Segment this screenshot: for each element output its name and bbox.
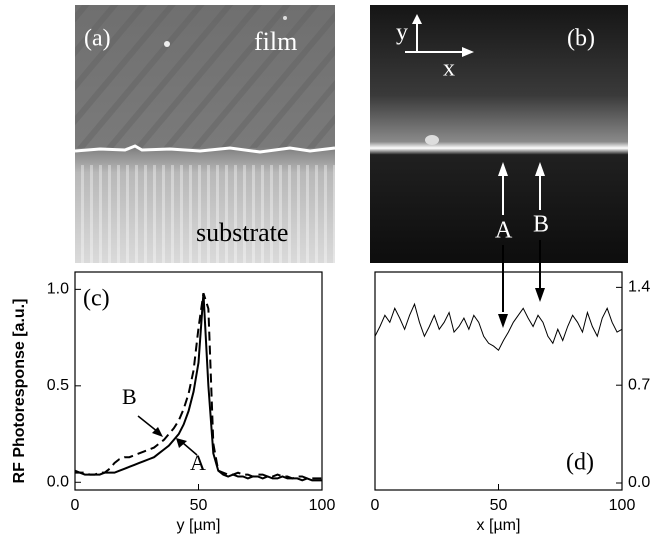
spot — [164, 41, 170, 47]
arrow-head — [152, 427, 163, 437]
series-label: A — [190, 450, 206, 475]
film-texture — [75, 5, 335, 148]
series-label: B — [122, 384, 137, 409]
arrow-head — [462, 47, 474, 57]
marker-a: A — [495, 218, 513, 244]
y-tick-label: 0.7 — [628, 376, 650, 393]
arrow-head — [176, 438, 187, 448]
arrow-head — [535, 162, 545, 176]
bright-spot — [425, 135, 439, 145]
x-tick-label: 0 — [371, 497, 380, 514]
x-tick-label: 100 — [309, 497, 336, 514]
marker-b: B — [533, 212, 549, 238]
data-line — [75, 293, 322, 482]
y-tick-label: 1.4 — [628, 279, 650, 296]
panel-label: (b) — [567, 26, 595, 52]
arrow-head — [498, 314, 508, 328]
data-line — [74, 292, 322, 480]
pointer — [137, 415, 159, 433]
y-tick-label: 1.0 — [47, 281, 69, 298]
x-tick-label: 50 — [490, 497, 508, 514]
axis-y-label: y — [396, 20, 408, 46]
substrate-texture — [75, 165, 335, 263]
x-tick-label: 50 — [190, 497, 208, 514]
y-tick-label: 0.0 — [628, 474, 650, 491]
x-axis-label: y [µm] — [177, 517, 221, 534]
y-tick-label: 0.5 — [47, 377, 69, 394]
data-line — [374, 302, 623, 352]
film-label: film — [254, 27, 297, 56]
x-axis-label: x [µm] — [477, 517, 521, 534]
panel-label: (a) — [84, 26, 111, 52]
panel-label: (d) — [566, 450, 594, 476]
arrow-head — [535, 288, 545, 302]
panel-label: (c) — [83, 286, 110, 312]
arrow-head — [498, 162, 508, 176]
substrate-label: substrate — [196, 218, 288, 247]
arrow-head — [412, 14, 422, 24]
y-axis-label: RF Photoresponse [a.u.] — [11, 299, 28, 484]
x-tick-label: 100 — [609, 497, 636, 514]
micrograph-b — [370, 5, 628, 263]
axis-x-label: x — [443, 56, 455, 82]
x-tick-label: 0 — [71, 497, 80, 514]
panel-b: y x (b) A B — [370, 5, 628, 328]
interface-line — [74, 144, 336, 154]
spot — [283, 16, 287, 20]
panel-a: (a) film substrate — [74, 5, 336, 263]
pointer — [182, 442, 198, 456]
y-tick-label: 0.0 — [47, 474, 69, 491]
